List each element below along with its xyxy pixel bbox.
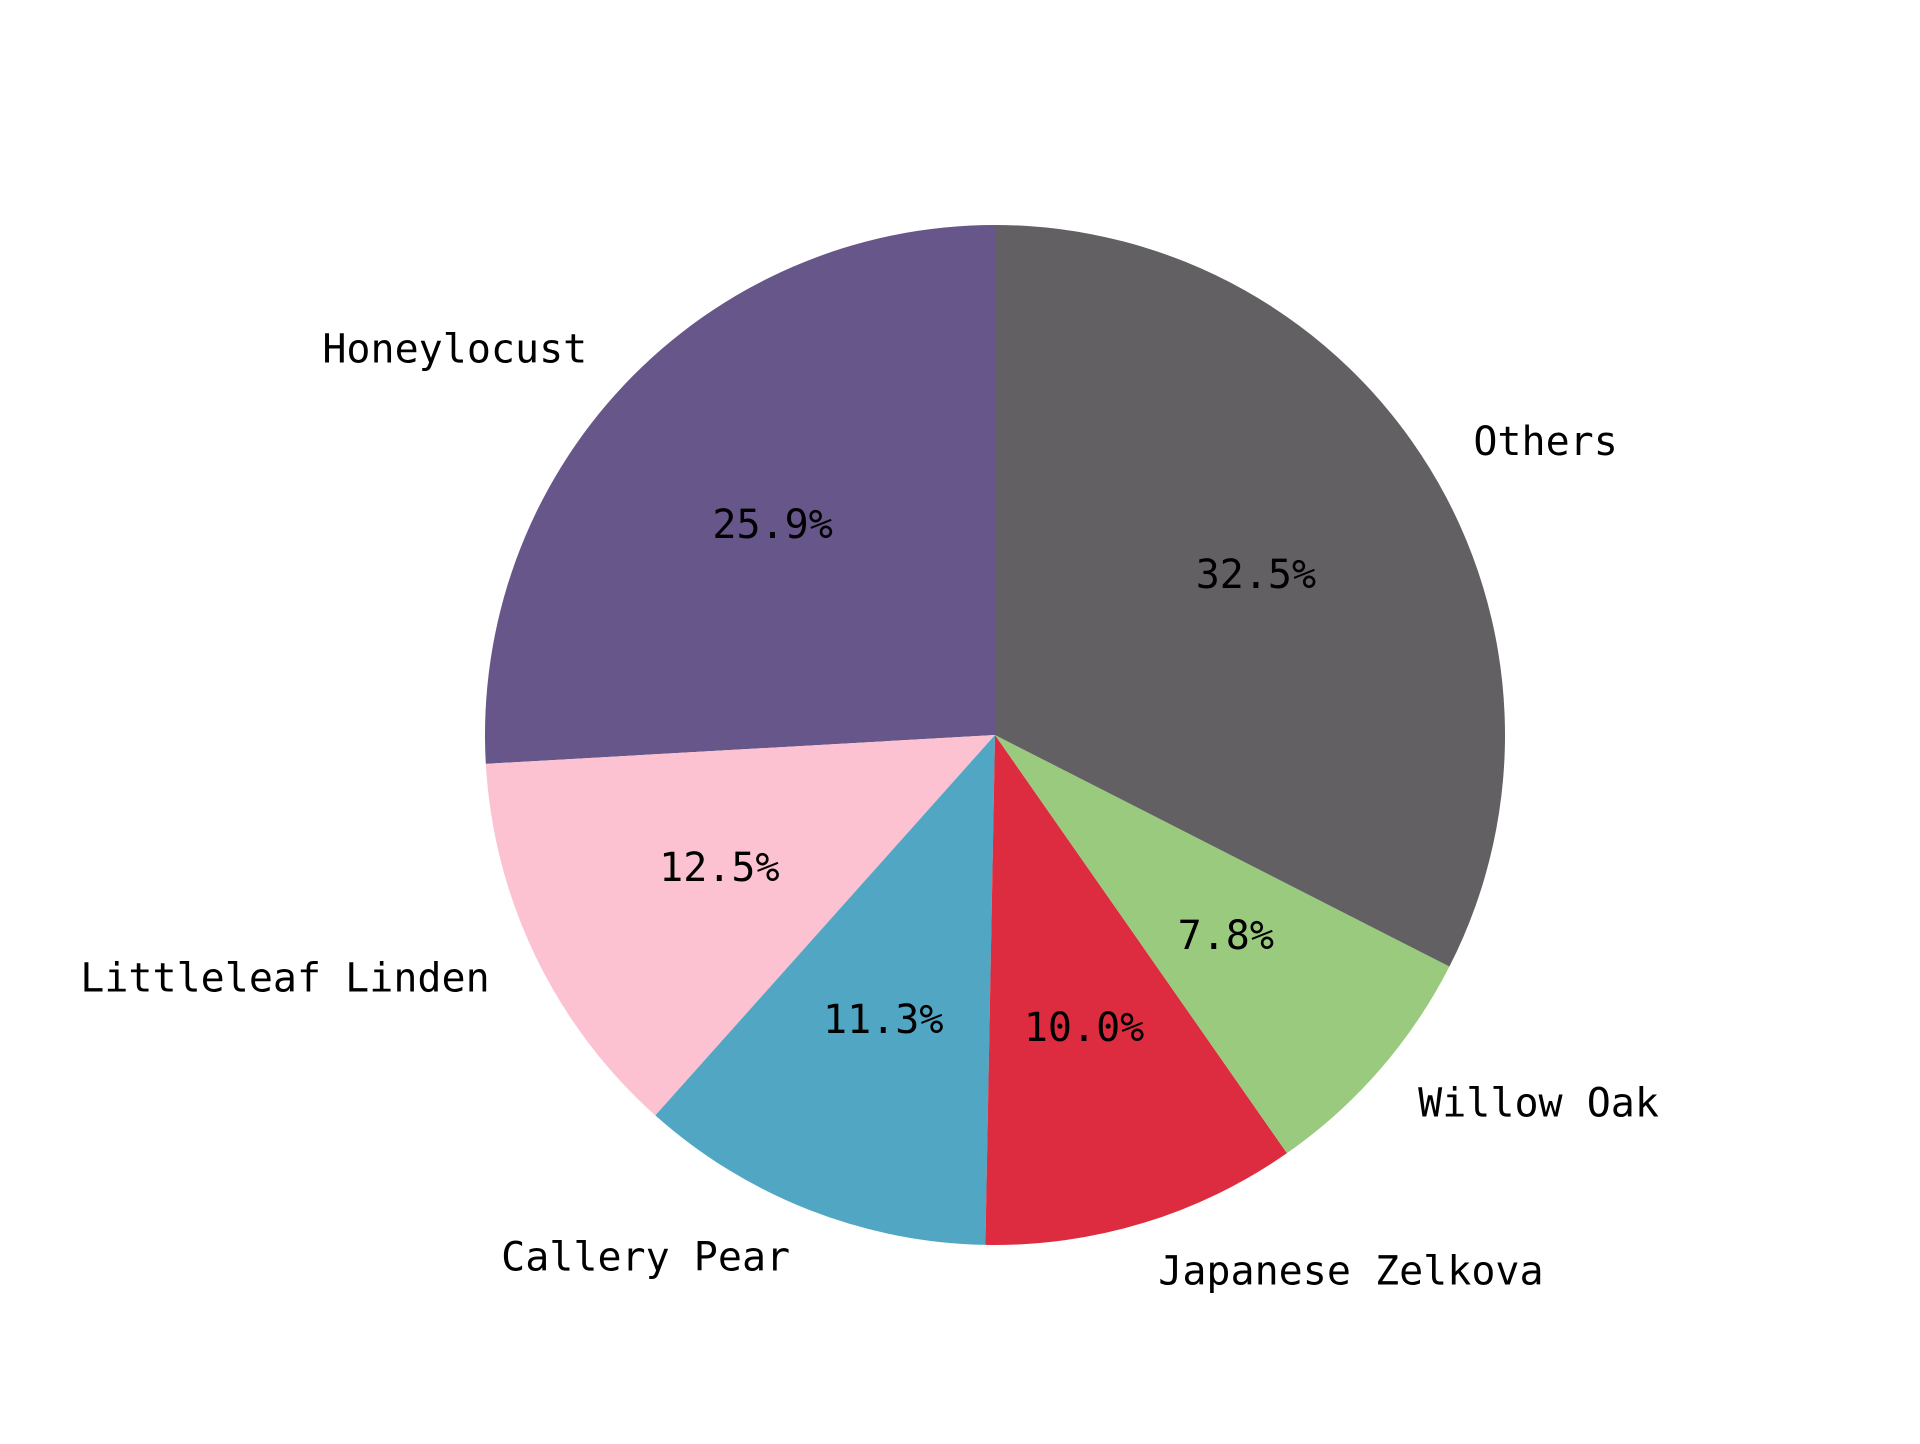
slice-label-japanese-zelkova: Japanese Zelkova (1158, 1249, 1543, 1295)
pie-slice-japanese-zelkova (985, 735, 1287, 1245)
pie-slice-littleleaf-linden (485, 735, 995, 1116)
pct-label-willow-oak: 7.8% (1178, 913, 1274, 959)
pie-slice-callery-pear (655, 735, 995, 1245)
pct-label-others: 32.5% (1196, 552, 1316, 598)
labels-layer: 25.9% Honeylocust 12.5% Littleleaf Linden 11… (80, 327, 1659, 1295)
slice-label-willow-oak: Willow Oak (1418, 1080, 1659, 1126)
pct-label-japanese-zelkova: 10.0% (1024, 1005, 1144, 1051)
pie-slice-honeylocust (485, 225, 995, 764)
slices-layer (485, 225, 1506, 1245)
slice-label-littleleaf-linden: Littleleaf Linden (80, 956, 489, 1002)
pct-label-littleleaf-linden: 12.5% (659, 845, 779, 891)
slice-label-honeylocust: Honeylocust (322, 327, 587, 373)
slice-label-others: Others (1473, 419, 1618, 465)
pie-slice-willow-oak (995, 735, 1450, 1154)
slice-label-callery-pear: Callery Pear (501, 1234, 790, 1280)
pie-slice-others (995, 225, 1506, 967)
pct-label-callery-pear: 11.3% (823, 997, 943, 1043)
pct-label-honeylocust: 25.9% (712, 502, 832, 548)
